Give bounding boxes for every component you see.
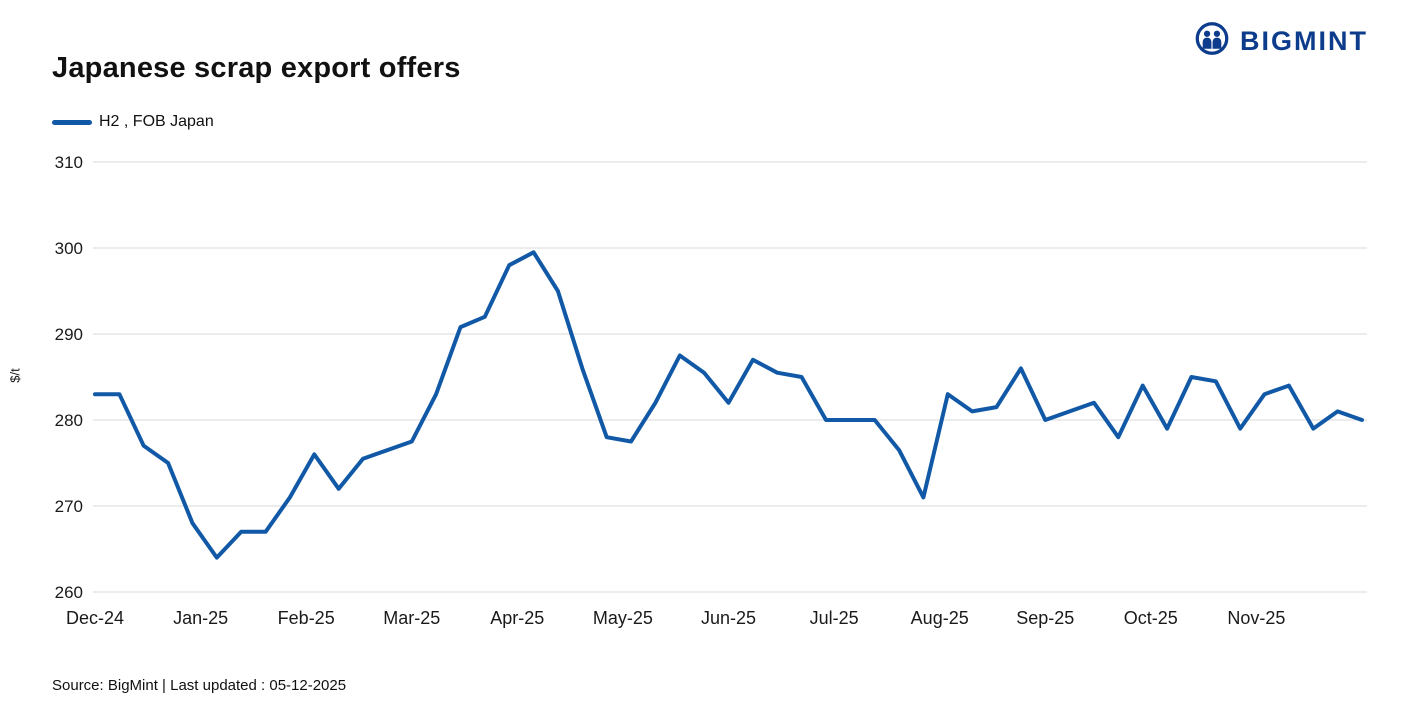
x-tick-label: Jun-25	[701, 608, 756, 628]
x-tick-label: Dec-24	[66, 608, 124, 628]
x-tick-label: Jul-25	[810, 608, 859, 628]
page-title: Japanese scrap export offers	[52, 52, 461, 84]
legend-line-swatch	[52, 119, 92, 125]
legend: H2 , FOB Japan	[52, 113, 214, 131]
y-tick-label: 300	[55, 239, 83, 258]
y-tick-label: 280	[55, 411, 83, 430]
x-tick-label: Aug-25	[911, 608, 969, 628]
x-tick-label: Feb-25	[278, 608, 335, 628]
legend-label: H2 , FOB Japan	[99, 113, 214, 130]
bigmint-logo-text: BIGMINT	[1240, 26, 1368, 56]
y-tick-label: 270	[55, 497, 83, 516]
x-tick-label: Oct-25	[1124, 608, 1178, 628]
x-tick-label: Nov-25	[1227, 608, 1285, 628]
x-tick-label: Mar-25	[383, 608, 440, 628]
line-chart-svg: 260 270 280 290 300 310 Dec-24 Jan-25 Feb-25 Mar-…	[55, 153, 1367, 628]
bigmint-logo-icon	[1193, 20, 1231, 63]
y-tick-label: 290	[55, 325, 83, 344]
x-tick-label: Apr-25	[490, 608, 544, 628]
source-note: Source: BigMint | Last updated : 05-12-2…	[52, 677, 347, 694]
y-tick-label: 310	[55, 153, 83, 172]
x-tick-label: Jan-25	[173, 608, 228, 628]
price-line-h2-fob-japan	[93, 250, 1364, 560]
x-tick-label: Sep-25	[1016, 608, 1074, 628]
bigmint-logo: BIGMINT	[1193, 20, 1368, 63]
y-tick-label: 260	[55, 583, 83, 602]
x-tick-label: May-25	[593, 608, 653, 628]
